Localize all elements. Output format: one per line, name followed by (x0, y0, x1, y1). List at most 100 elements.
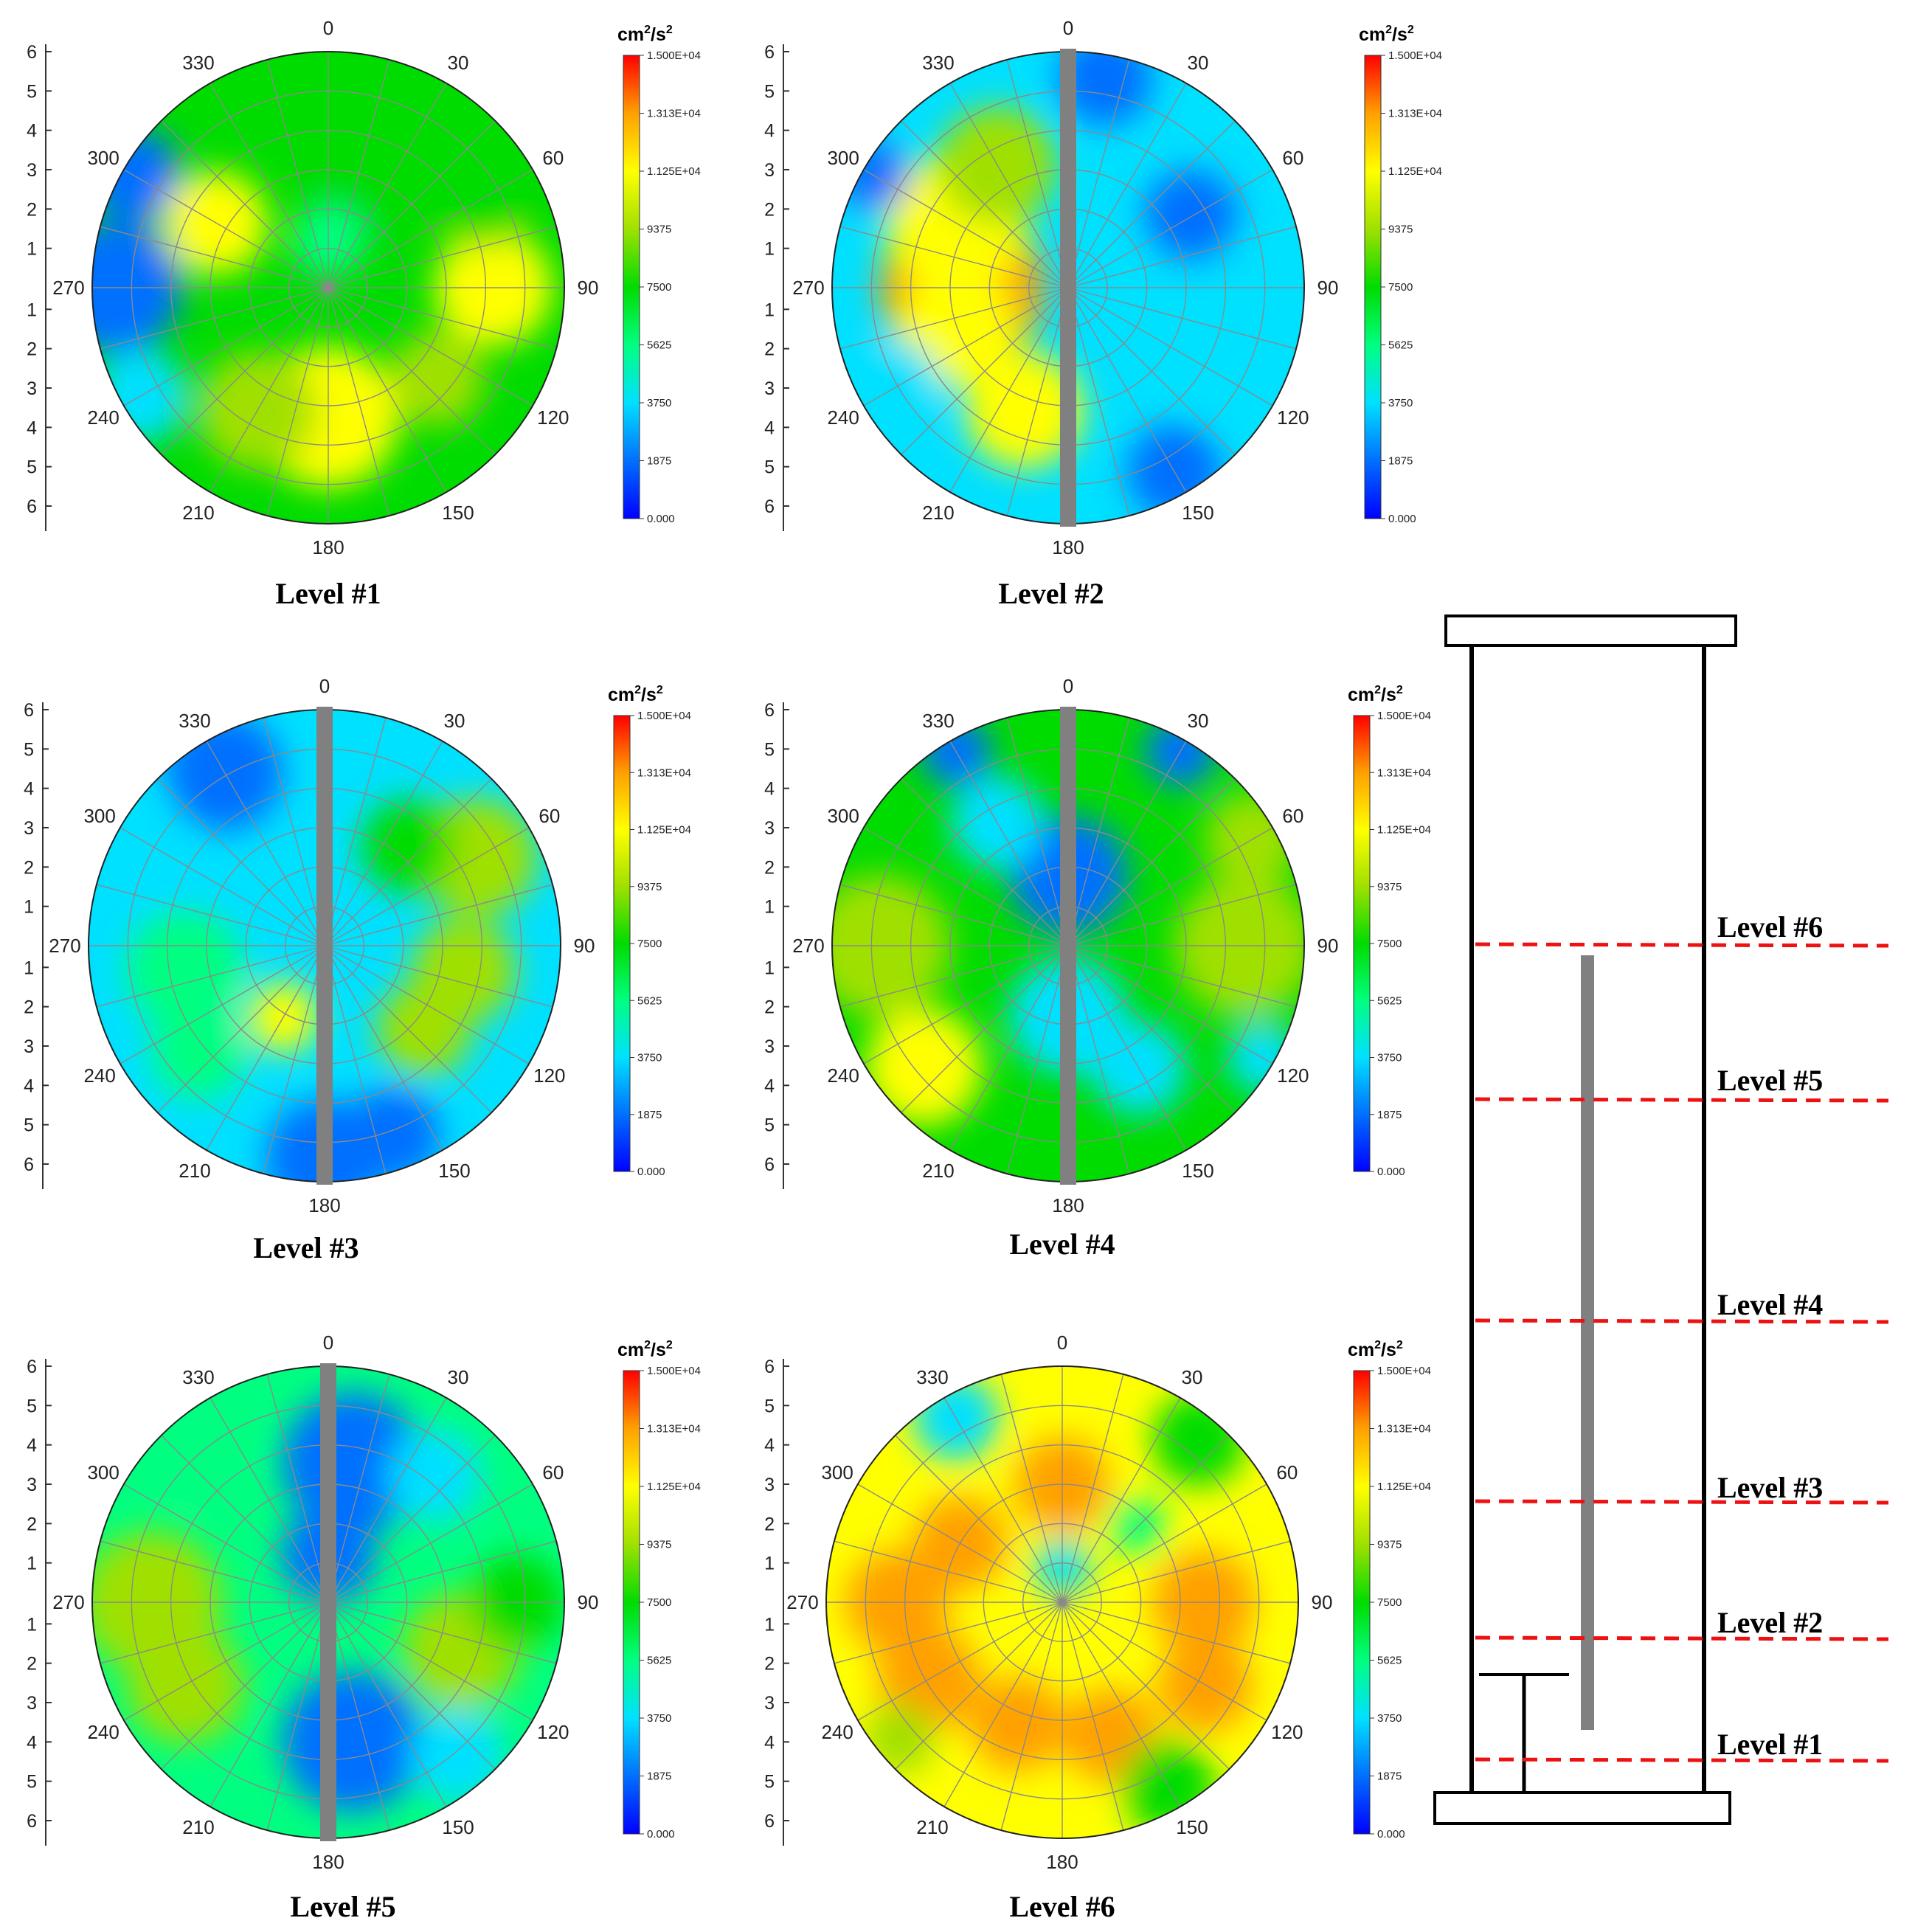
radial-label: 4 (24, 1076, 34, 1096)
radial-label: 3 (27, 1475, 37, 1495)
colorbar-unit: cm2/s2 (617, 24, 673, 45)
angle-label: 330 (182, 52, 214, 74)
polar-panel: 0 30 60 90 120 150 180 210 240 270 300 330 6 5 4 3 2 1 1 2 3… (764, 675, 1431, 1261)
grid-spoke (949, 287, 1069, 493)
grid-spoke (1006, 945, 1069, 1174)
radial-label: 5 (764, 739, 775, 760)
grid-spoke (857, 1602, 1063, 1721)
colorbar-tick-label: 0.000 (637, 1166, 665, 1178)
angle-label: 120 (537, 1721, 569, 1743)
angle-label: 330 (179, 710, 210, 732)
radial-axis: 6 5 4 3 2 1 1 2 3 4 5 6 (764, 700, 789, 1189)
level-tag: Level #6 (1717, 910, 1823, 944)
grid-spoke (839, 226, 1069, 288)
grid-spoke (1067, 945, 1236, 1113)
field-blob (125, 911, 244, 1030)
angle-label: 180 (1052, 1194, 1084, 1216)
radial-label: 3 (24, 1036, 34, 1057)
field-blob (376, 982, 471, 1077)
colorbar-unit: cm2/s2 (608, 684, 663, 705)
grid-spoke (328, 287, 557, 350)
grid-spoke (834, 1602, 1063, 1664)
radial-label: 6 (27, 42, 37, 63)
panel-caption: Level #4 (1009, 1228, 1115, 1261)
level-line (1475, 1499, 1889, 1505)
grid-spoke (1067, 884, 1297, 946)
grid-spoke (1067, 287, 1130, 516)
angle-label: 300 (821, 1461, 853, 1483)
colorbar-tick-label: 0.000 (1377, 1166, 1405, 1178)
angle-label: 180 (308, 1194, 340, 1216)
radial-label: 6 (27, 1811, 37, 1832)
grid-spoke (328, 83, 447, 288)
angle-label: 270 (52, 1591, 84, 1613)
angle-label: 180 (1052, 536, 1084, 558)
radial-label: 1 (764, 1554, 775, 1574)
grid-spoke (206, 741, 325, 946)
rod-shadow (320, 1363, 336, 1841)
radial-label: 5 (764, 1396, 775, 1416)
angle-label: 210 (922, 1160, 954, 1182)
grid-spoke (328, 1483, 533, 1603)
grid-spoke (328, 1602, 447, 1807)
angle-label: 0 (319, 675, 330, 697)
radial-label: 4 (764, 1732, 775, 1753)
colorbar-tick-label: 1.125E+04 (1388, 165, 1442, 178)
colorbar-tick-label: 5625 (1377, 1655, 1402, 1667)
polar-grid (825, 1365, 1299, 1839)
angle-label: 0 (1063, 675, 1073, 697)
grid-spoke (1067, 287, 1187, 493)
colorbar-tick-label: 3750 (1377, 1712, 1402, 1725)
angle-label: 0 (1063, 17, 1073, 39)
polar-panel: 0 30 60 90 120 150 180 210 240 270 300 330 6 5 4 3 2 1 1 2 3… (764, 17, 1442, 610)
grid-spoke (96, 884, 325, 946)
colorbar-unit: cm2/s2 (1348, 1339, 1403, 1360)
grid-spoke (328, 1397, 447, 1603)
colorbar: 1.500E+04 1.313E+04 1.125E+04 9375 7500 5625 3… (608, 684, 691, 1178)
grid-spoke (901, 778, 1069, 946)
angle-label: 60 (539, 805, 560, 827)
radial-label: 2 (764, 1654, 775, 1675)
field-blob (387, 1428, 482, 1523)
polar-panels: 0306090120150180210240270300330654321123… (24, 17, 1442, 1923)
grid-spoke (839, 945, 1069, 1008)
angle-label: 210 (182, 502, 214, 524)
grid-spoke (328, 1374, 390, 1603)
colorbar-tick-label: 5625 (647, 339, 671, 352)
colorbar-gradient (613, 715, 631, 1172)
unit-sup: 2 (634, 684, 641, 696)
colorbar-tick-label: 5625 (1388, 339, 1413, 352)
colorbar-tick-label: 1.500E+04 (1388, 49, 1442, 62)
unit-mid: /s (651, 1340, 666, 1360)
level-tag: Level #3 (1717, 1471, 1823, 1504)
radial-label: 4 (27, 1436, 37, 1456)
angle-label: 210 (922, 502, 954, 524)
grid-spoke (263, 945, 325, 1174)
radial-label: 4 (764, 1436, 775, 1456)
colorbar-tick-label: 1.125E+04 (647, 1481, 701, 1493)
angle-label: 60 (542, 1461, 564, 1483)
radial-label: 6 (24, 700, 34, 721)
radial-label: 3 (764, 1693, 775, 1714)
radial-label: 2 (27, 199, 37, 220)
unit-sup: 2 (644, 24, 651, 36)
grid-spoke (834, 1540, 1063, 1603)
angle-label: 30 (1188, 710, 1209, 732)
angle-label: 30 (1188, 52, 1209, 74)
radial-label: 2 (764, 339, 775, 360)
grid-spoke (1067, 717, 1130, 946)
angle-label: 0 (1057, 1332, 1067, 1354)
top-cap (1444, 614, 1737, 647)
colorbar-tick-label: 0.000 (647, 1828, 675, 1841)
grid-spoke (328, 287, 390, 516)
angle-label: 330 (922, 710, 954, 732)
unit-base: cm (617, 24, 644, 45)
grid-spoke (324, 741, 443, 946)
angle-label: 150 (442, 502, 474, 524)
colorbar-tick-label: 5625 (1377, 994, 1402, 1007)
radial-label: 4 (27, 418, 37, 438)
angle-label: 240 (83, 1064, 115, 1087)
colorbar: 1.500E+04 1.313E+04 1.125E+04 9375 7500 5625 3… (617, 24, 701, 525)
grid-spoke (863, 169, 1069, 288)
